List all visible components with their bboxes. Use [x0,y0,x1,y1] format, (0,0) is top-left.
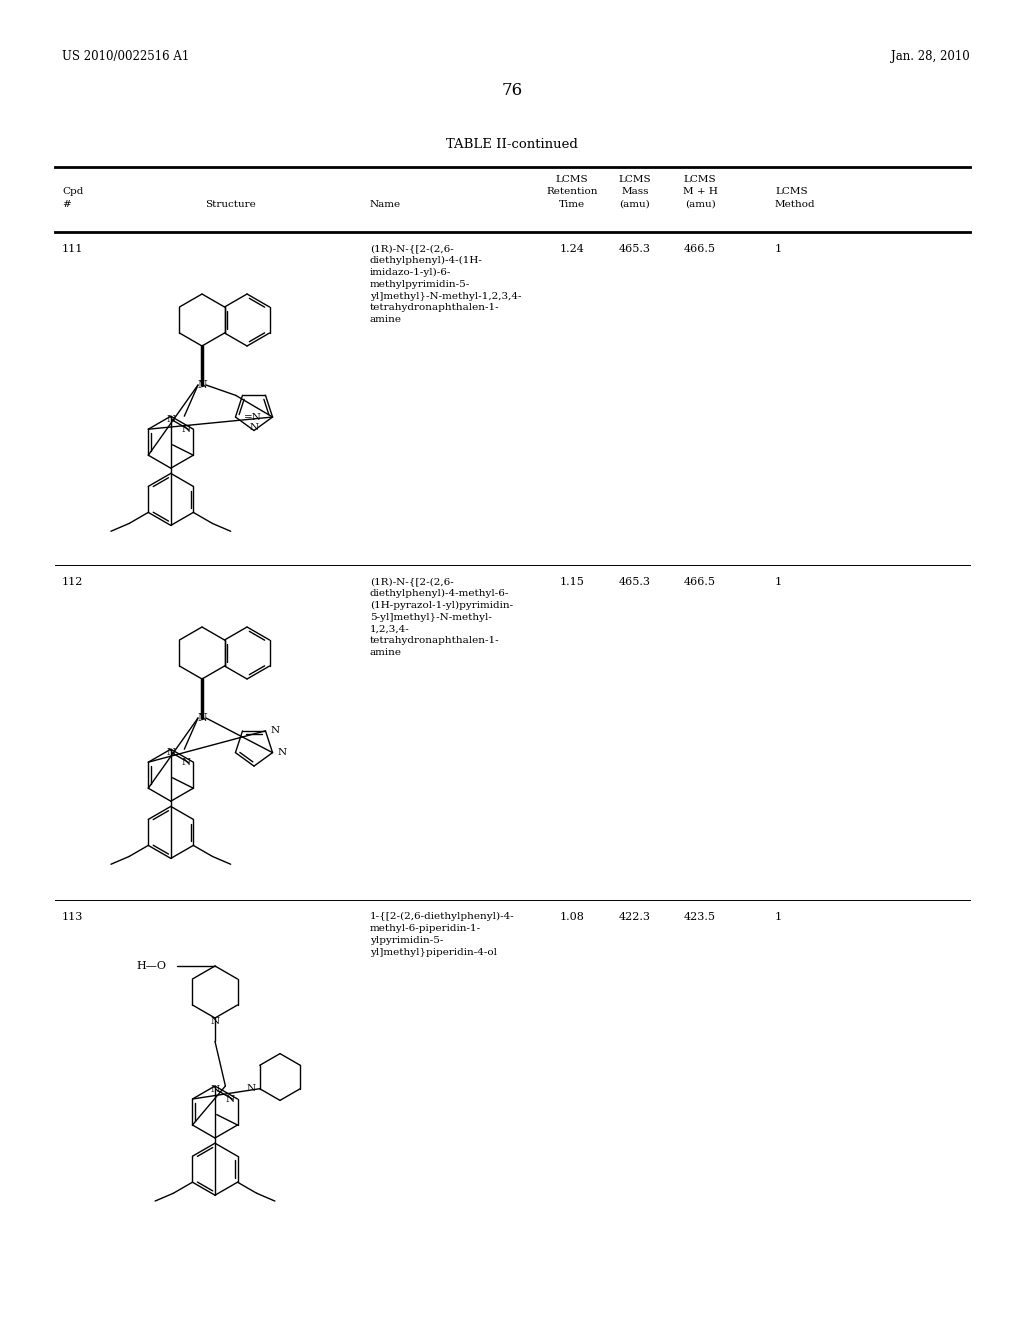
Text: 423.5: 423.5 [684,912,716,921]
Text: (1R)-N-{[2-(2,6-
diethylphenyl)-4-(1H-
imidazo-1-yl)-6-
methylpyrimidin-5-
yl]me: (1R)-N-{[2-(2,6- diethylphenyl)-4-(1H- i… [370,244,521,325]
Text: Time: Time [559,201,585,209]
Text: N: N [211,1016,219,1026]
Text: Name: Name [370,201,401,209]
Text: N: N [166,414,175,424]
Text: 1.24: 1.24 [559,244,585,253]
Text: #: # [62,201,71,209]
Text: LCMS: LCMS [684,176,717,183]
Text: 465.3: 465.3 [618,577,651,587]
Text: 1: 1 [775,577,782,587]
Text: LCMS: LCMS [775,187,808,195]
Text: 76: 76 [502,82,522,99]
Text: 1: 1 [775,912,782,921]
Text: LCMS: LCMS [618,176,651,183]
Text: =N: =N [244,413,261,421]
Text: N: N [225,1094,234,1104]
Text: 111: 111 [62,244,83,253]
Text: N: N [278,748,287,758]
Text: N: N [198,713,207,723]
Text: M + H: M + H [683,187,718,195]
Text: N: N [270,726,280,735]
Text: N: N [211,1085,219,1093]
Text: US 2010/0022516 A1: US 2010/0022516 A1 [62,50,189,63]
Text: N: N [181,425,190,434]
Text: H—O: H—O [136,961,166,972]
Text: 112: 112 [62,577,83,587]
Text: N: N [250,422,259,432]
Text: TABLE II-continued: TABLE II-continued [446,139,578,150]
Text: Mass: Mass [622,187,649,195]
Text: Jan. 28, 2010: Jan. 28, 2010 [891,50,970,63]
Text: N: N [247,1084,256,1093]
Text: 1.15: 1.15 [559,577,585,587]
Text: 1-{[2-(2,6-diethylphenyl)-4-
methyl-6-piperidin-1-
ylpyrimidin-5-
yl]methyl}pipe: 1-{[2-(2,6-diethylphenyl)-4- methyl-6-pi… [370,912,515,957]
Text: N: N [181,758,190,767]
Text: (1R)-N-{[2-(2,6-
diethylphenyl)-4-methyl-6-
(1H-pyrazol-1-yl)pyrimidin-
5-yl]met: (1R)-N-{[2-(2,6- diethylphenyl)-4-methyl… [370,577,513,657]
Text: (amu): (amu) [685,201,716,209]
Text: 1: 1 [775,244,782,253]
Text: 466.5: 466.5 [684,244,716,253]
Text: 422.3: 422.3 [618,912,651,921]
Text: 1.08: 1.08 [559,912,585,921]
Text: Method: Method [775,201,816,209]
Text: (amu): (amu) [620,201,650,209]
Text: N: N [166,747,175,756]
Text: 465.3: 465.3 [618,244,651,253]
Text: N: N [198,380,207,389]
Text: LCMS: LCMS [556,176,589,183]
Text: 113: 113 [62,912,83,921]
Text: 466.5: 466.5 [684,577,716,587]
Text: Retention: Retention [546,187,598,195]
Text: Cpd: Cpd [62,187,83,195]
Text: Structure: Structure [205,201,255,209]
